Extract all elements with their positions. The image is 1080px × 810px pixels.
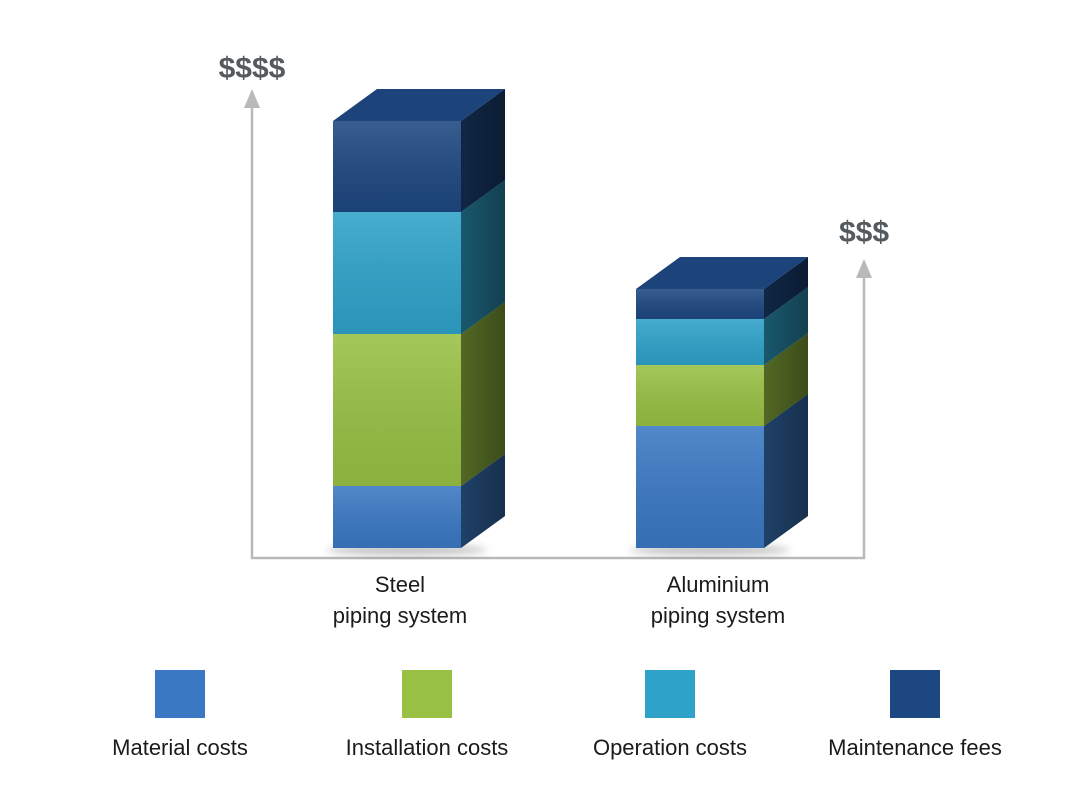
bar-steel-installation-costs-side-shade (461, 302, 505, 486)
legend-label-operation-costs: Operation costs (593, 735, 747, 760)
bar-steel-material-costs-front-shine (333, 486, 461, 548)
bar-steel-maintenance-fees-front-shine (333, 121, 461, 212)
bar-aluminium-installation-costs-front-shine (636, 365, 764, 426)
bar-aluminium-material-costs-side-shade (764, 394, 808, 548)
bar-aluminium-material-costs-front-shine (636, 426, 764, 548)
bar-aluminium-operation-costs-side-shade (764, 287, 808, 365)
category-label-aluminium-line2: piping system (651, 603, 786, 628)
steel-axis-caption: $$$$ (219, 52, 286, 85)
category-label-steel-line1: Steel (375, 572, 425, 597)
bar-aluminium-installation-costs-side-shade (764, 333, 808, 426)
legend: Material costs Installation costs Operat… (112, 670, 1002, 760)
bar-steel-top (333, 89, 505, 121)
aluminium-axis-arrowhead (856, 259, 872, 278)
category-label-aluminium-line1: Aluminium (667, 572, 770, 597)
bar-aluminium-maintenance-fees-side-shade (764, 257, 808, 319)
legend-swatch-material-costs (155, 670, 205, 718)
axes: $$$$ $$$ (219, 52, 889, 560)
bar-aluminium-operation-costs-front-shine (636, 319, 764, 365)
bar-aluminium-top (636, 257, 808, 289)
bar-steel-maintenance-fees-side-shade (461, 89, 505, 212)
category-label-steel-line2: piping system (333, 603, 468, 628)
legend-label-installation-costs: Installation costs (346, 735, 509, 760)
bar-aluminium-maintenance-fees-front-shine (636, 289, 764, 319)
bar-steel-operation-costs-side-shade (461, 180, 505, 334)
bar-steel-material-costs-side-shade (461, 454, 505, 548)
bar-steel-operation-costs-front-shine (333, 212, 461, 334)
bars (327, 89, 808, 555)
bar-steel (327, 89, 505, 555)
legend-swatch-installation-costs (402, 670, 452, 718)
bar-steel-installation-costs-front-shine (333, 334, 461, 486)
steel-axis-line (250, 104, 866, 560)
legend-label-material-costs: Material costs (112, 735, 248, 760)
steel-axis-arrowhead (244, 89, 260, 108)
aluminium-axis-caption: $$$ (839, 216, 889, 249)
legend-swatch-operation-costs (645, 670, 695, 718)
category-labels: Steel piping system Aluminium piping sys… (333, 572, 786, 628)
legend-label-maintenance-fees: Maintenance fees (828, 735, 1002, 760)
legend-swatch-maintenance-fees (890, 670, 940, 718)
bar-aluminium (630, 257, 808, 555)
